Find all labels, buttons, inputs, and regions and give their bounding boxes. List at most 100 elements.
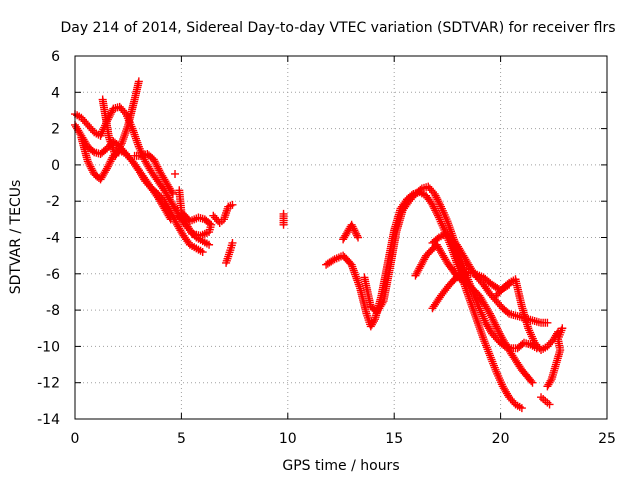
data-point (228, 238, 237, 247)
data-point (166, 215, 175, 224)
data-point (87, 164, 96, 173)
data-point (354, 233, 363, 242)
data-point (167, 188, 176, 197)
series-track-d (98, 77, 143, 160)
data-point (352, 274, 361, 283)
data-point (486, 311, 495, 320)
series-track-f (173, 186, 216, 240)
series-track-l (411, 240, 537, 387)
data-point (353, 276, 362, 285)
data-point (411, 271, 420, 280)
x-tick-label: 20 (492, 431, 510, 447)
data-point (431, 206, 440, 215)
data-point (171, 217, 180, 226)
data-point (527, 377, 536, 386)
data-point (412, 269, 421, 278)
data-point (369, 316, 378, 325)
data-point (545, 400, 554, 409)
data-point (350, 268, 359, 277)
data-point (490, 318, 499, 327)
data-point (107, 155, 116, 164)
data-point (85, 160, 94, 169)
data-point (347, 220, 356, 229)
data-point (152, 160, 161, 169)
data-point (517, 404, 526, 413)
data-point (347, 260, 356, 269)
data-point (165, 213, 174, 222)
data-point (205, 240, 214, 249)
data-point (86, 162, 95, 171)
x-tick-label: 10 (279, 431, 297, 447)
data-point (489, 316, 498, 325)
data-point (428, 200, 437, 209)
y-tick-label: -14 (37, 412, 60, 428)
data-point (435, 199, 444, 208)
data-point (354, 278, 363, 287)
x-axis-label: GPS time / hours (282, 458, 399, 474)
data-point (153, 162, 162, 171)
data-point (415, 264, 424, 273)
y-tick-label: -10 (37, 339, 60, 355)
data-point (114, 146, 123, 155)
plot-frame (74, 55, 608, 420)
series-track-j (339, 182, 541, 353)
series-track-p (537, 393, 554, 409)
data-point (83, 157, 92, 166)
data-point (433, 209, 442, 218)
data-points (71, 77, 567, 413)
series-track-o (543, 324, 567, 391)
data-point (349, 264, 358, 273)
data-point (429, 202, 438, 211)
y-tick-label: -4 (46, 231, 60, 247)
data-point (485, 309, 494, 318)
data-point (351, 270, 360, 279)
data-point (113, 148, 122, 157)
y-tick-label: 0 (51, 158, 60, 174)
y-tick-label: 2 (51, 122, 60, 138)
data-point (353, 231, 362, 240)
y-tick-label: 6 (51, 49, 60, 65)
series-track-h (279, 209, 288, 229)
data-point (488, 315, 497, 324)
data-point (111, 151, 120, 160)
data-point (416, 262, 425, 271)
data-point (112, 150, 121, 159)
data-point (175, 186, 184, 195)
data-point (352, 229, 361, 238)
y-axis-label: SDTVAR / TECUs (8, 180, 24, 295)
data-point (417, 260, 426, 269)
data-point (431, 191, 440, 200)
data-point (202, 216, 211, 225)
data-point (434, 197, 443, 206)
chart-title: Day 214 of 2014, Sidereal Day-to-day VTE… (60, 20, 615, 36)
data-point (414, 266, 423, 275)
data-point (84, 159, 93, 168)
data-point (436, 200, 445, 209)
data-point (430, 189, 439, 198)
series-track-b (71, 102, 214, 249)
x-tick-label: 15 (385, 431, 403, 447)
data-point (354, 280, 363, 289)
data-point (171, 169, 180, 178)
y-tick-label: -12 (37, 376, 60, 392)
data-point (492, 322, 501, 331)
data-point (88, 146, 97, 155)
series-track-e (130, 150, 177, 198)
data-point (349, 266, 358, 275)
data-point (348, 262, 357, 271)
data-point (168, 189, 177, 198)
data-point (150, 157, 159, 166)
data-point (430, 204, 439, 213)
data-point (378, 298, 387, 307)
data-point (418, 258, 427, 267)
data-point (546, 376, 555, 385)
data-point (350, 226, 359, 235)
y-tick-label: -8 (46, 303, 60, 319)
data-point (103, 162, 112, 171)
series-track-n (492, 275, 563, 355)
data-point (88, 166, 97, 175)
data-point (105, 159, 114, 168)
data-point (355, 282, 364, 291)
x-tick-label: 0 (71, 431, 80, 447)
data-point (503, 308, 512, 317)
